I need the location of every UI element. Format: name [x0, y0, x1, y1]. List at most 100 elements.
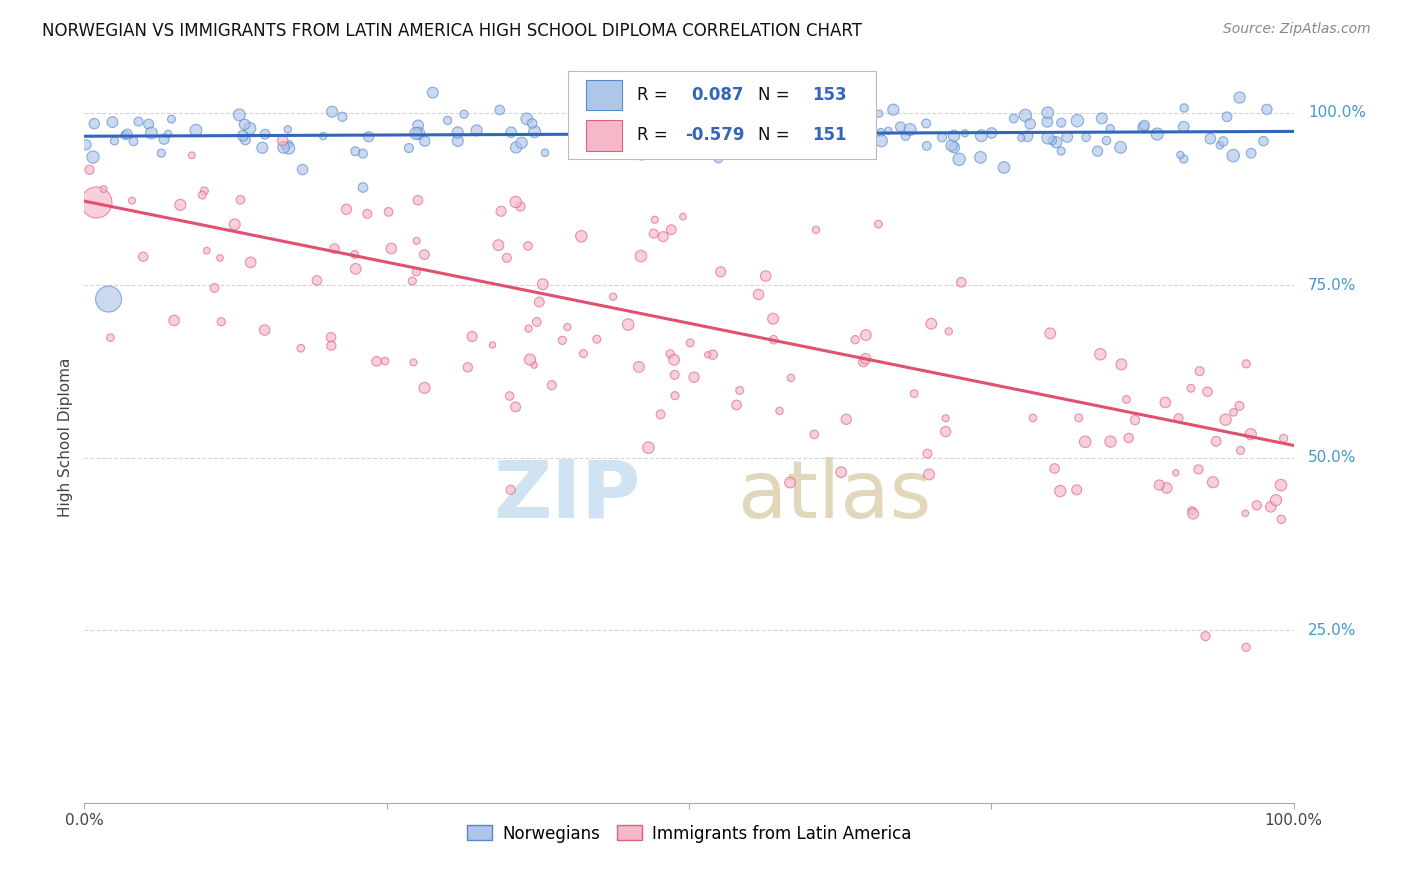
Point — [193, 184, 215, 198]
Point — [132, 250, 155, 264]
Point — [344, 145, 367, 159]
Point — [1188, 364, 1211, 378]
Point — [841, 119, 863, 133]
Point — [408, 126, 430, 140]
Point — [953, 126, 976, 140]
Point — [163, 313, 186, 327]
Point — [938, 324, 960, 338]
Point — [1066, 113, 1088, 128]
Point — [1199, 131, 1222, 145]
Point — [918, 467, 941, 482]
Point — [1056, 129, 1078, 144]
Point — [150, 146, 173, 161]
Point — [1118, 431, 1140, 445]
Point — [406, 119, 429, 133]
Point — [780, 371, 803, 385]
Point — [617, 318, 640, 332]
Point — [633, 136, 655, 151]
Point — [1260, 500, 1282, 514]
Point — [252, 141, 274, 155]
Point — [710, 265, 733, 279]
Point — [153, 132, 176, 146]
Point — [1180, 381, 1202, 395]
Point — [696, 348, 718, 362]
Point — [920, 317, 942, 331]
Point — [1270, 512, 1292, 526]
Point — [943, 128, 966, 143]
Point — [1045, 135, 1067, 149]
Point — [510, 136, 533, 150]
Point — [870, 134, 893, 148]
Point — [398, 141, 420, 155]
Point — [516, 112, 538, 126]
Point — [204, 281, 226, 295]
Point — [319, 330, 342, 344]
Point — [498, 389, 520, 403]
Point — [1246, 498, 1268, 512]
Point — [1123, 413, 1146, 427]
Point — [273, 140, 295, 154]
Point — [1017, 129, 1039, 144]
Point — [724, 130, 747, 145]
Point — [1087, 144, 1109, 158]
Point — [1222, 148, 1244, 162]
Point — [1234, 640, 1257, 655]
Point — [505, 194, 527, 209]
Point — [707, 117, 730, 131]
Point — [239, 255, 262, 269]
Point — [529, 295, 551, 310]
Point — [1197, 384, 1219, 399]
Point — [160, 112, 183, 127]
Text: R =: R = — [637, 87, 668, 104]
Point — [651, 118, 673, 132]
Point — [679, 335, 702, 350]
Point — [630, 147, 652, 161]
Point — [1240, 146, 1263, 161]
Point — [659, 347, 682, 361]
Point — [453, 107, 475, 121]
Point — [534, 145, 557, 160]
Point — [352, 146, 374, 161]
Point — [405, 265, 427, 279]
Point — [1109, 140, 1132, 154]
Point — [1270, 478, 1292, 492]
Point — [380, 242, 402, 256]
Point — [481, 338, 503, 352]
Point — [882, 103, 904, 117]
Point — [1036, 105, 1059, 120]
Text: 75.0%: 75.0% — [1308, 277, 1357, 293]
Point — [648, 118, 671, 132]
Point — [607, 94, 630, 108]
Point — [1272, 432, 1295, 446]
Point — [725, 398, 748, 412]
Point — [406, 194, 429, 208]
Point — [1173, 120, 1195, 134]
Point — [79, 162, 101, 177]
Point — [799, 145, 821, 160]
Point — [253, 323, 276, 337]
Point — [1039, 326, 1062, 341]
Point — [1149, 478, 1171, 492]
Point — [943, 140, 966, 154]
Point — [405, 127, 427, 141]
Point — [935, 425, 957, 439]
Point — [678, 141, 700, 155]
Point — [1229, 399, 1251, 413]
Point — [706, 114, 728, 128]
Point — [672, 210, 695, 224]
Point — [868, 217, 890, 231]
Point — [1099, 434, 1122, 449]
Point — [290, 341, 312, 355]
Point — [100, 330, 122, 344]
Point — [232, 128, 254, 143]
Point — [343, 247, 366, 261]
Point — [603, 112, 626, 127]
Point — [768, 103, 790, 118]
Point — [993, 161, 1015, 175]
Point — [489, 204, 512, 219]
Point — [683, 370, 706, 384]
FancyBboxPatch shape — [568, 71, 876, 159]
Point — [522, 116, 544, 130]
Point — [1209, 138, 1232, 153]
Point — [305, 273, 328, 287]
